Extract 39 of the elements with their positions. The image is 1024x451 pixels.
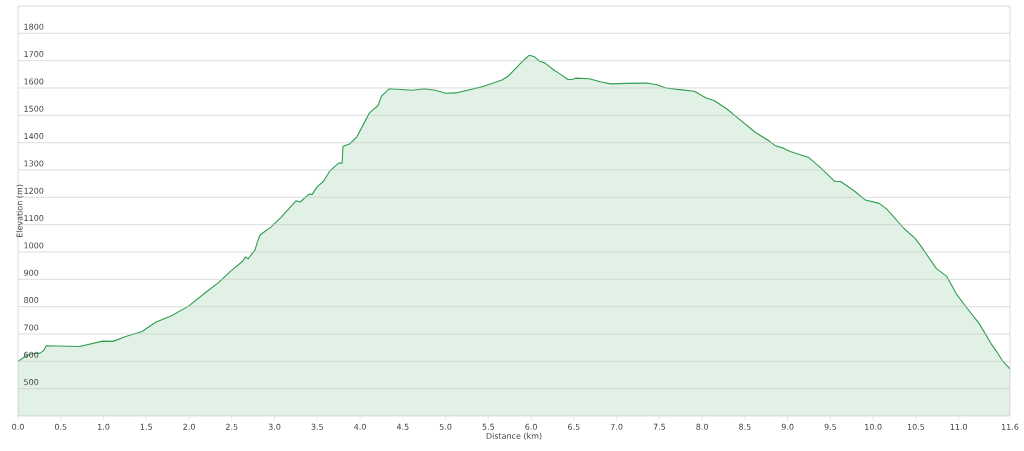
x-tick-label: 5.5 — [482, 423, 495, 430]
x-tick-label: 11.0 — [950, 423, 968, 430]
x-tick-label: 6.0 — [525, 423, 537, 430]
x-tick-label: 6.5 — [568, 423, 580, 430]
y-tick-label: 1300 — [24, 160, 44, 167]
x-tick-label: 5.0 — [439, 423, 452, 430]
x-tick-label: 0.0 — [12, 423, 24, 430]
x-tick-label: 4.5 — [396, 423, 409, 430]
x-tick-label: 10.0 — [865, 423, 882, 430]
x-axis-title: Distance (km) — [486, 432, 542, 440]
x-tick-label: 1.5 — [140, 423, 152, 430]
x-tick-label: 0.5 — [54, 423, 67, 430]
y-tick-label: 700 — [24, 324, 39, 331]
x-tick-label: 3.5 — [311, 423, 323, 430]
y-axis-title: Elevation (m) — [16, 184, 24, 238]
y-tick-label: 500 — [24, 379, 39, 386]
x-tick-label: 2.0 — [183, 423, 195, 430]
x-tick-label: 4.0 — [354, 423, 366, 430]
x-tick-label: 2.5 — [226, 423, 238, 430]
x-tick-label: 9.5 — [824, 423, 837, 430]
x-tick-label: 7.0 — [610, 423, 623, 430]
y-tick-label: 1800 — [24, 23, 44, 30]
x-tick-label: 8.5 — [739, 423, 751, 430]
y-tick-label: 1200 — [24, 187, 44, 194]
x-tick-label: 10.5 — [907, 423, 925, 430]
y-tick-label: 1600 — [24, 78, 44, 85]
y-tick-label: 1500 — [24, 105, 44, 112]
x-tick-label: 7.5 — [653, 423, 666, 430]
y-tick-label: 800 — [24, 297, 39, 304]
x-tick-label: 11.6 — [1001, 423, 1019, 430]
y-tick-label: 1100 — [24, 215, 44, 222]
x-tick-label: 3.0 — [268, 423, 281, 430]
y-tick-label: 1400 — [24, 133, 44, 140]
x-tick-label: 9.0 — [781, 423, 794, 430]
y-tick-label: 900 — [24, 269, 39, 276]
y-tick-label: 1700 — [24, 51, 44, 58]
x-tick-label: 8.0 — [696, 423, 708, 430]
x-tick-label: 1.0 — [98, 423, 110, 430]
y-tick-label: 1000 — [24, 242, 44, 249]
